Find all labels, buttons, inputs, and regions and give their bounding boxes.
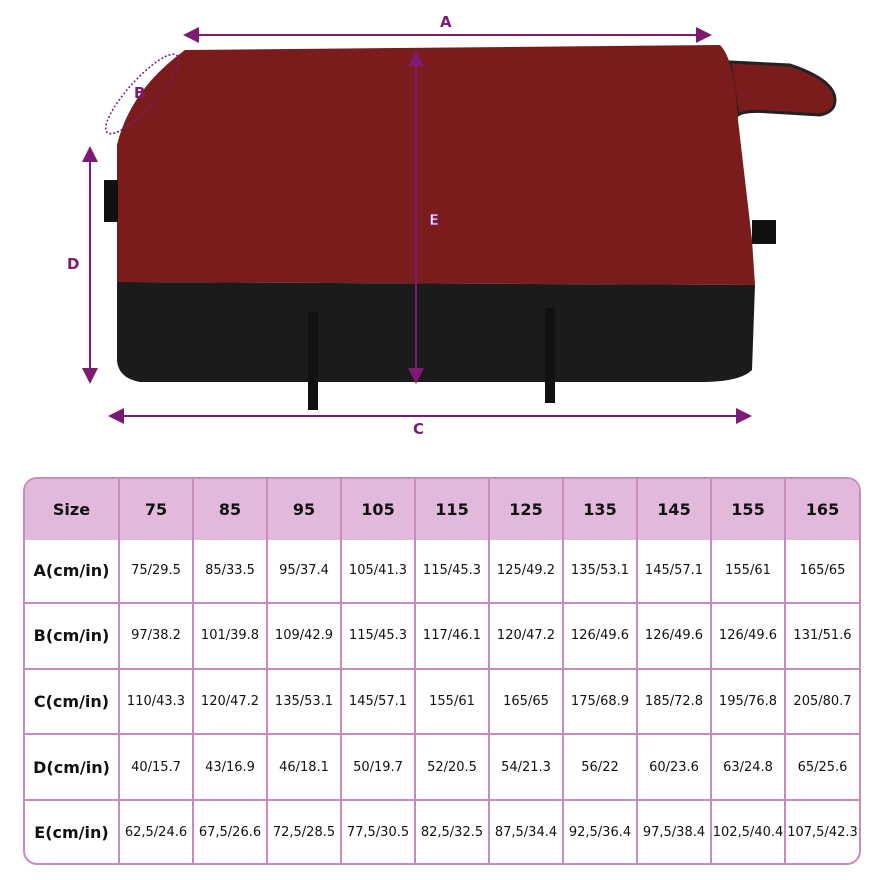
dimension-label-b: B bbox=[134, 84, 146, 102]
table-cell: 145/57.1 bbox=[340, 667, 416, 736]
size-table: Size 75 85 95 105 115 125 135 145 155 165 A(cm/in)… bbox=[23, 477, 861, 865]
blanket-image bbox=[104, 45, 837, 410]
table-cell: 101/39.8 bbox=[192, 601, 268, 670]
table-cell: 60/23.6 bbox=[636, 733, 712, 802]
table-cell: 102,5/40.4 bbox=[710, 799, 786, 863]
table-cell: 72,5/28.5 bbox=[266, 799, 342, 863]
table-cell: 109/42.9 bbox=[266, 601, 342, 670]
table-row: B(cm/in) 97/38.2 101/39.8 109/42.9 115/45.3 1… bbox=[25, 601, 859, 670]
blanket-diagram bbox=[82, 27, 837, 424]
table-cell: 95/37.4 bbox=[266, 540, 342, 604]
table-cell: 107,5/42.3 bbox=[784, 799, 859, 863]
table-cell: 117/46.1 bbox=[414, 601, 490, 670]
column-header-135: 135 bbox=[562, 479, 638, 540]
table-row: E(cm/in) 62,5/24.6 67,5/26.6 72,5/28.5 77,5/… bbox=[25, 799, 859, 863]
table-cell: 105/41.3 bbox=[340, 540, 416, 604]
row-header: E(cm/in) bbox=[25, 799, 120, 863]
dimension-label-a: A bbox=[440, 13, 452, 31]
table-cell: 185/72.8 bbox=[636, 667, 712, 736]
row-header: A(cm/in) bbox=[25, 540, 120, 604]
table-cell: 120/47.2 bbox=[488, 601, 564, 670]
table-cell: 125/49.2 bbox=[488, 540, 564, 604]
table-cell: 131/51.6 bbox=[784, 601, 859, 670]
column-header-125: 125 bbox=[488, 479, 564, 540]
table-cell: 54/21.3 bbox=[488, 733, 564, 802]
table-cell: 97/38.2 bbox=[118, 601, 194, 670]
table-cell: 77,5/30.5 bbox=[340, 799, 416, 863]
table-cell: 126/49.6 bbox=[562, 601, 638, 670]
table-cell: 205/80.7 bbox=[784, 667, 859, 736]
table-cell: 85/33.5 bbox=[192, 540, 268, 604]
table-row: D(cm/in) 40/15.7 43/16.9 46/18.1 50/19.7 52/2… bbox=[25, 733, 859, 802]
column-header-155: 155 bbox=[710, 479, 786, 540]
table-cell: 165/65 bbox=[784, 540, 859, 604]
column-header-size: Size bbox=[25, 479, 120, 540]
column-header-95: 95 bbox=[266, 479, 342, 540]
table-cell: 115/45.3 bbox=[340, 601, 416, 670]
table-cell: 75/29.5 bbox=[118, 540, 194, 604]
dimension-lines bbox=[82, 27, 752, 424]
table-cell: 165/65 bbox=[488, 667, 564, 736]
table-cell: 43/16.9 bbox=[192, 733, 268, 802]
table-cell: 67,5/26.6 bbox=[192, 799, 268, 863]
column-header-115: 115 bbox=[414, 479, 490, 540]
table-cell: 97,5/38.4 bbox=[636, 799, 712, 863]
table-cell: 135/53.1 bbox=[266, 667, 342, 736]
column-header-165: 165 bbox=[784, 479, 859, 540]
table-cell: 155/61 bbox=[414, 667, 490, 736]
dimension-label-e: E bbox=[428, 211, 440, 230]
table-cell: 195/76.8 bbox=[710, 667, 786, 736]
table-cell: 40/15.7 bbox=[118, 733, 194, 802]
row-header: B(cm/in) bbox=[25, 601, 120, 670]
table-cell: 56/22 bbox=[562, 733, 638, 802]
table-row: C(cm/in) 110/43.3 120/47.2 135/53.1 145/57.1… bbox=[25, 667, 859, 736]
table-cell: 175/68.9 bbox=[562, 667, 638, 736]
column-header-85: 85 bbox=[192, 479, 268, 540]
table-cell: 155/61 bbox=[710, 540, 786, 604]
table-cell: 46/18.1 bbox=[266, 733, 342, 802]
table-cell: 87,5/34.4 bbox=[488, 799, 564, 863]
table-cell: 115/45.3 bbox=[414, 540, 490, 604]
table-header-row: Size 75 85 95 105 115 125 135 145 155 165 bbox=[25, 479, 859, 540]
table-cell: 92,5/36.4 bbox=[562, 799, 638, 863]
column-header-105: 105 bbox=[340, 479, 416, 540]
table-cell: 50/19.7 bbox=[340, 733, 416, 802]
table-cell: 145/57.1 bbox=[636, 540, 712, 604]
table-cell: 135/53.1 bbox=[562, 540, 638, 604]
column-header-145: 145 bbox=[636, 479, 712, 540]
table-cell: 126/49.6 bbox=[636, 601, 712, 670]
table-cell: 65/25.6 bbox=[784, 733, 859, 802]
dimension-label-c: C bbox=[413, 420, 425, 438]
row-header: C(cm/in) bbox=[25, 667, 120, 736]
table-cell: 63/24.8 bbox=[710, 733, 786, 802]
table-cell: 62,5/24.6 bbox=[118, 799, 194, 863]
table-cell: 120/47.2 bbox=[192, 667, 268, 736]
dimension-label-d: D bbox=[67, 255, 80, 273]
table-cell: 82,5/32.5 bbox=[414, 799, 490, 863]
table-cell: 52/20.5 bbox=[414, 733, 490, 802]
table-cell: 110/43.3 bbox=[118, 667, 194, 736]
table-cell: 126/49.6 bbox=[710, 601, 786, 670]
column-header-75: 75 bbox=[118, 479, 194, 540]
table-row: A(cm/in) 75/29.5 85/33.5 95/37.4 105/41.3 115… bbox=[25, 540, 859, 604]
row-header: D(cm/in) bbox=[25, 733, 120, 802]
